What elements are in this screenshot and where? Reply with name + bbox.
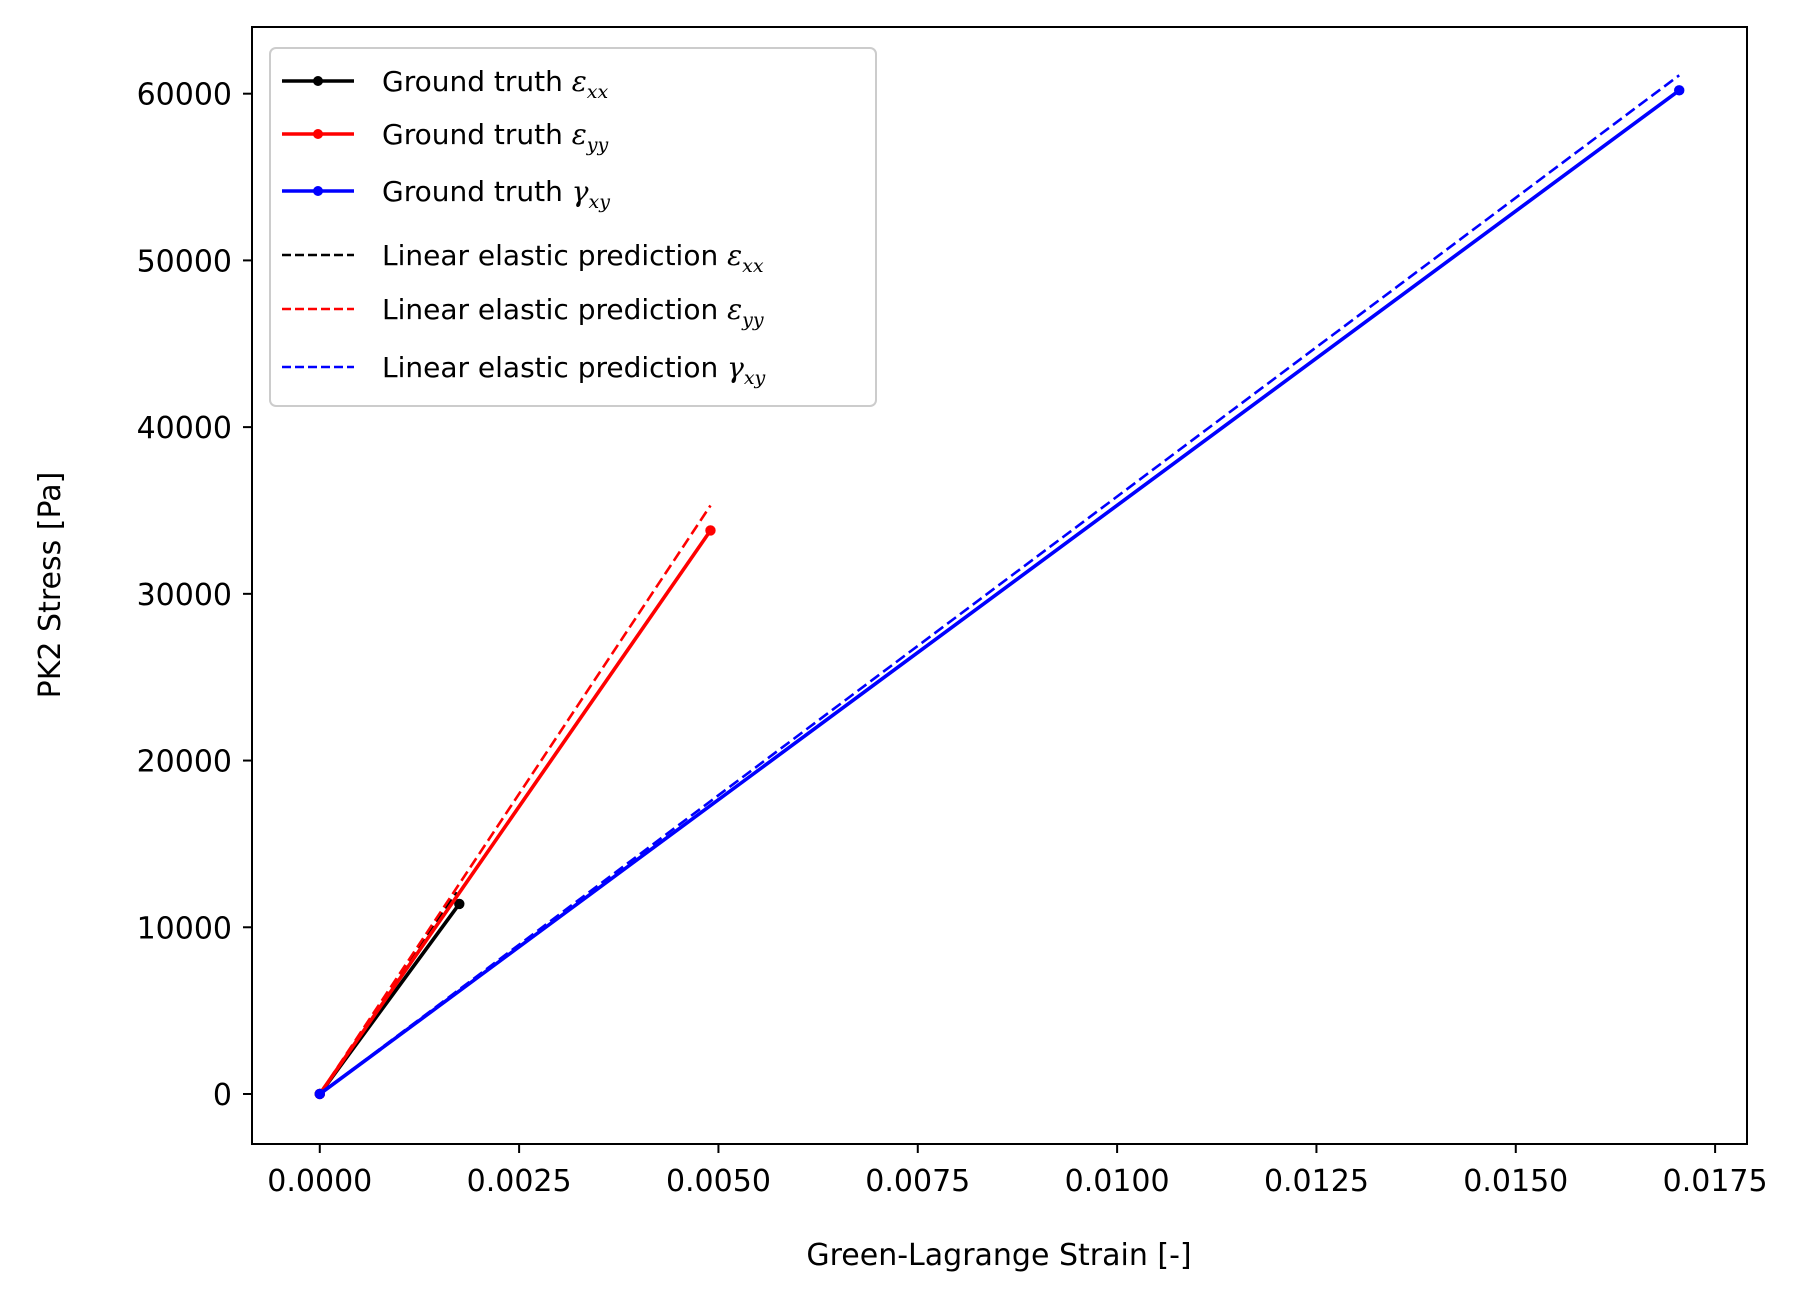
legend-label-ground-truth-yy: Ground truth εyy [382, 118, 609, 156]
data-point-ground-truth-xy [1674, 85, 1685, 96]
legend-marker-ground-truth-xy [313, 186, 323, 196]
y-tick-label: 20000 [137, 745, 232, 780]
series-line-prediction-yy [318, 504, 712, 1095]
legend: Ground truth εxx Ground truth εyy Ground t… [269, 47, 877, 407]
y-axis-title: PK2 Stress [Pa] [33, 472, 68, 699]
x-tick-label: 0.0050 [666, 1164, 771, 1199]
series-line-prediction-xy [319, 74, 1680, 1096]
legend-label-ground-truth-xy: Ground truth γxy [382, 175, 610, 213]
legend-box [269, 47, 877, 407]
legend-label-prediction-yy: Linear elastic prediction εyy [382, 293, 764, 331]
legend-entries: Ground truth εxx Ground truth εyy Ground t… [282, 65, 766, 389]
legend-marker-ground-truth-yy [313, 129, 323, 139]
data-point-ground-truth-xx [454, 898, 465, 910]
legend-marker-ground-truth-xx [313, 76, 323, 86]
plot-frame [251, 26, 1748, 1145]
series-line-ground-truth-xy [318, 88, 1681, 1096]
x-tick-label: 0.0025 [467, 1164, 572, 1199]
x-tick-label: 0.0125 [1264, 1164, 1369, 1199]
y-tick-label: 0 [213, 1078, 232, 1113]
y-tick-label: 50000 [137, 244, 232, 279]
x-tick-label: 0.0100 [1065, 1164, 1170, 1199]
y-tick-label: 40000 [137, 411, 232, 446]
legend-label-ground-truth-xx: Ground truth εxx [382, 65, 609, 103]
y-tick-label: 60000 [137, 78, 232, 113]
x-tick-label: 0.0150 [1463, 1164, 1568, 1199]
legend-label-prediction-xy: Linear elastic prediction γxy [382, 351, 766, 389]
data-point-ground-truth-yy [705, 525, 716, 536]
x-tick-label: 0.0175 [1663, 1164, 1768, 1199]
x-tick-label: 0.0000 [267, 1164, 372, 1199]
series-layer [314, 74, 1685, 1100]
y-tick-label: 10000 [137, 911, 232, 946]
x-tick-label: 0.0075 [865, 1164, 970, 1199]
y-tick-label: 30000 [137, 578, 232, 613]
x-axis-title: Green-Lagrange Strain [-] [806, 1238, 1191, 1273]
data-point-ground-truth-xy [314, 1088, 325, 1100]
y-axis: 0 10000 20000 30000 40000 50000 60000 [137, 78, 252, 1113]
series-line-ground-truth-yy [318, 529, 712, 1096]
legend-label-prediction-xx: Linear elastic prediction εxx [382, 239, 764, 277]
x-axis: 0.0000 0.0025 0.0050 0.0075 0.0100 0.0125 0.01… [267, 1144, 1768, 1199]
